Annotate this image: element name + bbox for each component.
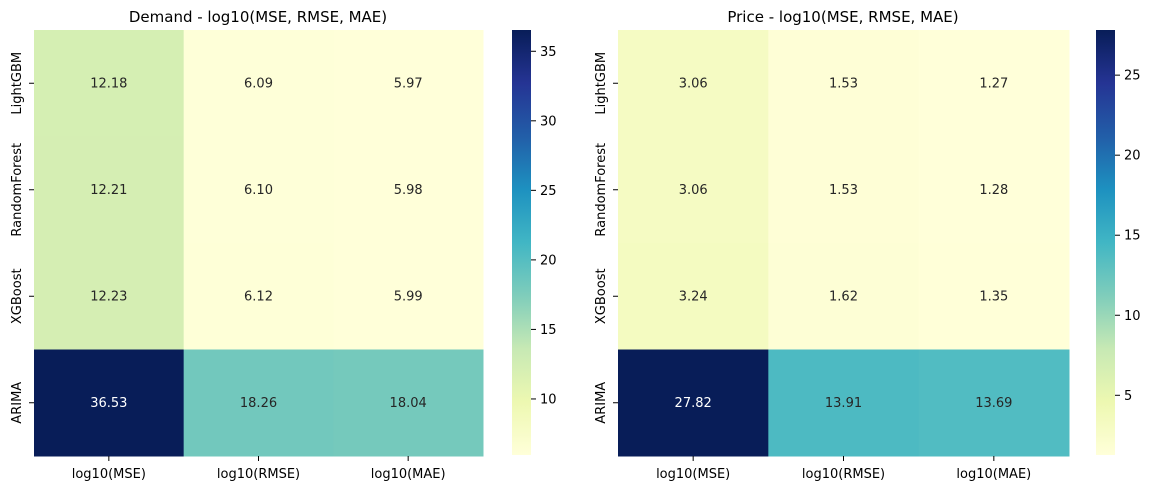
colorbar-tick-label: 20 bbox=[1124, 149, 1141, 164]
x-tick-label: log10(MSE) bbox=[656, 467, 730, 482]
price-title: Price - log10(MSE, RMSE, MAE) bbox=[727, 8, 958, 26]
colorbar-tick-label: 10 bbox=[1124, 309, 1141, 324]
cell-value-label: 1.28 bbox=[979, 183, 1008, 198]
cell-value-label: 3.06 bbox=[679, 76, 708, 91]
demand-axes: LightGBM RandomForest XGBoost ARIMA log10(MS… bbox=[10, 52, 446, 482]
heatmap-cell bbox=[768, 136, 920, 244]
x-tick-label: log10(RMSE) bbox=[217, 467, 300, 482]
demand-heatmap: Demand - log10(MSE, RMSE, MAE) 12.18 6.09… bbox=[10, 8, 484, 482]
demand-title: Demand - log10(MSE, RMSE, MAE) bbox=[129, 8, 387, 26]
heatmap-cell bbox=[768, 349, 920, 457]
heatmap-cell bbox=[918, 136, 1070, 244]
heatmap-cell bbox=[34, 243, 185, 350]
y-tick-label: ARIMA bbox=[10, 382, 25, 424]
heatmap-cell bbox=[333, 136, 484, 244]
heatmap-cell bbox=[34, 136, 185, 244]
cell-value-label: 18.04 bbox=[390, 396, 427, 411]
cell-value-label: 5.98 bbox=[394, 183, 423, 198]
cell-value-label: 18.26 bbox=[240, 396, 277, 411]
heatmap-cell bbox=[618, 136, 769, 244]
heatmap-cell bbox=[183, 243, 334, 350]
colorbar-tick-label: 10 bbox=[540, 392, 557, 407]
cell-value-label: 36.53 bbox=[90, 396, 127, 411]
heatmap-cell bbox=[768, 243, 920, 350]
x-tick-label: log10(RMSE) bbox=[802, 467, 885, 482]
cell-value-label: 1.53 bbox=[829, 76, 858, 91]
y-tick-label: ARIMA bbox=[594, 382, 609, 424]
heatmap-cell bbox=[768, 30, 920, 137]
y-tick-label: RandomForest bbox=[594, 143, 609, 237]
heatmap-cell bbox=[183, 349, 334, 457]
price-axes: LightGBM RandomForest XGBoost ARIMA log10(MS… bbox=[594, 52, 1031, 482]
heatmap-cell bbox=[333, 243, 484, 350]
colorbar-tick-label: 25 bbox=[1124, 69, 1141, 84]
demand-colorbar-ticks: 10 15 20 25 30 35 bbox=[531, 45, 557, 407]
x-tick-label: log10(MSE) bbox=[72, 467, 146, 482]
price-colorbar-gradient bbox=[1096, 30, 1115, 455]
demand-colorbar: 10 15 20 25 30 35 bbox=[512, 30, 557, 455]
cell-value-label: 12.18 bbox=[90, 76, 127, 91]
price-heatmap: Price - log10(MSE, RMSE, MAE) 3.06 1.53 1.… bbox=[594, 8, 1070, 482]
heatmap-cell bbox=[918, 243, 1070, 350]
cell-value-label: 5.99 bbox=[394, 289, 423, 304]
cell-value-label: 6.12 bbox=[244, 289, 273, 304]
y-tick-label: XGBoost bbox=[10, 268, 25, 324]
heatmap-cell bbox=[918, 349, 1070, 457]
colorbar-tick-label: 15 bbox=[1124, 229, 1141, 244]
cell-value-label: 1.62 bbox=[829, 289, 858, 304]
cell-value-label: 6.09 bbox=[244, 76, 273, 91]
colorbar-tick-label: 20 bbox=[540, 253, 557, 268]
cell-value-label: 1.27 bbox=[979, 76, 1008, 91]
heatmap-cell bbox=[183, 136, 334, 244]
heatmap-cell bbox=[183, 30, 334, 137]
cell-value-label: 1.53 bbox=[829, 183, 858, 198]
cell-value-label: 6.10 bbox=[244, 183, 273, 198]
cell-value-label: 1.35 bbox=[979, 289, 1008, 304]
colorbar-tick-label: 5 bbox=[1124, 389, 1132, 404]
cell-value-label: 13.91 bbox=[825, 396, 862, 411]
y-tick-label: LightGBM bbox=[10, 52, 25, 115]
cell-value-label: 13.69 bbox=[975, 396, 1012, 411]
heatmap-cell bbox=[34, 349, 185, 457]
cell-value-label: 27.82 bbox=[675, 396, 712, 411]
colorbar-tick-label: 30 bbox=[540, 114, 557, 129]
y-tick-label: LightGBM bbox=[594, 52, 609, 115]
x-tick-label: log10(MAE) bbox=[371, 467, 446, 482]
demand-cells: 12.18 6.09 5.97 12.21 6.10 5.98 12.23 6.12 5.99 3… bbox=[34, 30, 484, 457]
x-tick-label: log10(MAE) bbox=[956, 467, 1031, 482]
y-tick-label: XGBoost bbox=[594, 268, 609, 324]
price-cells: 3.06 1.53 1.27 3.06 1.53 1.28 3.24 1.62 1.35 27.8… bbox=[618, 30, 1070, 457]
cell-value-label: 12.21 bbox=[90, 183, 127, 198]
heatmap-cell bbox=[618, 243, 769, 350]
y-tick-label: RandomForest bbox=[10, 143, 25, 237]
colorbar-tick-label: 25 bbox=[540, 184, 557, 199]
heatmap-cell bbox=[618, 30, 769, 137]
heatmap-cell bbox=[333, 30, 484, 137]
heatmap-cell bbox=[918, 30, 1070, 137]
cell-value-label: 12.23 bbox=[90, 289, 127, 304]
cell-value-label: 5.97 bbox=[394, 76, 423, 91]
price-colorbar: 5 10 15 20 25 bbox=[1096, 30, 1141, 455]
cell-value-label: 3.24 bbox=[679, 289, 708, 304]
colorbar-tick-label: 15 bbox=[540, 323, 557, 338]
heatmap-cell bbox=[34, 30, 185, 137]
cell-value-label: 3.06 bbox=[679, 183, 708, 198]
heatmap-cell bbox=[333, 349, 484, 457]
colorbar-tick-label: 35 bbox=[540, 45, 557, 60]
demand-colorbar-gradient bbox=[512, 30, 531, 455]
price-colorbar-ticks: 5 10 15 20 25 bbox=[1115, 69, 1141, 404]
heatmap-cell bbox=[618, 349, 769, 457]
